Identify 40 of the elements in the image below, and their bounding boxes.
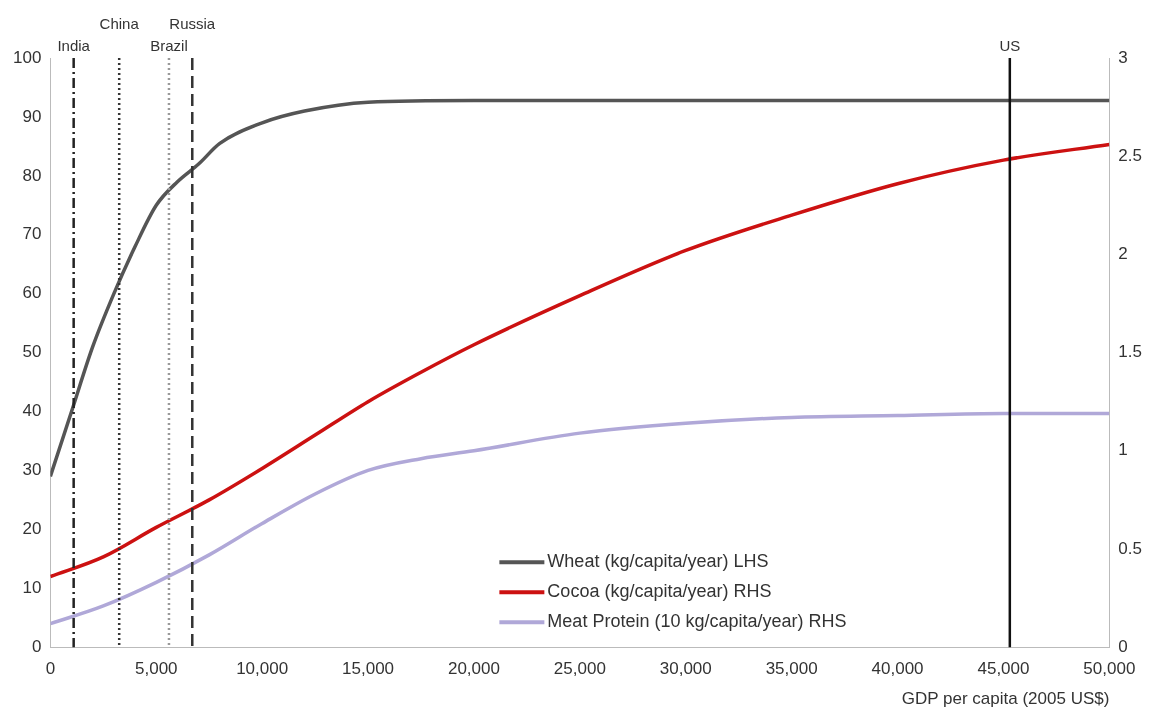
y-tick-label: 90 [22,106,42,126]
x-tick-label: 50,000 [1083,659,1136,679]
ref-line-label: China [99,14,140,32]
y2-tick-label: 1 [1118,440,1128,460]
ref-line-label: Brazil [150,36,188,54]
y-tick-label: 30 [22,460,42,480]
y-tick-label: 10 [22,577,42,597]
legend-label: Wheat (kg/capita/year) LHS [547,551,769,572]
y2-tick-label: 2 [1118,244,1128,264]
x-tick-label: 40,000 [871,659,924,679]
y-tick-label: 20 [22,519,42,539]
x-tick-label: 10,000 [236,659,289,679]
x-axis-title: GDP per capita (2005 US$) [901,689,1110,709]
x-tick-label: 20,000 [447,659,500,679]
ref-line-label: Russia [169,14,216,32]
y-tick-label: 50 [22,342,42,362]
x-tick-label: 35,000 [765,659,818,679]
x-tick-label: 30,000 [659,659,712,679]
y-tick-label: 60 [22,283,42,303]
y2-tick-label: 1.5 [1118,342,1143,362]
y-tick-label: 80 [22,165,42,185]
line-series [50,98,1110,479]
x-tick-label: 0 [45,659,56,679]
x-tick-label: 5,000 [134,659,178,679]
y2-tick-label: 3 [1118,47,1128,67]
y2-tick-label: 2.5 [1118,145,1143,165]
y-tick-label: 70 [22,224,42,244]
ref-line-label: India [57,36,91,54]
y-tick-label: 100 [12,47,42,67]
x-tick-label: 25,000 [553,659,606,679]
line-series [50,142,1110,579]
y-tick-label: 0 [31,636,42,656]
legend-label: Cocoa (kg/capita/year) RHS [547,581,772,602]
legend-label: Meat Protein (10 kg/capita/year) RHS [547,611,847,632]
y-tick-label: 40 [22,401,42,421]
x-tick-label: 15,000 [342,659,395,679]
x-tick-label: 45,000 [977,659,1030,679]
y2-tick-label: 0 [1118,636,1128,656]
y2-tick-label: 0.5 [1118,538,1143,558]
ref-line-label: US [999,36,1021,54]
